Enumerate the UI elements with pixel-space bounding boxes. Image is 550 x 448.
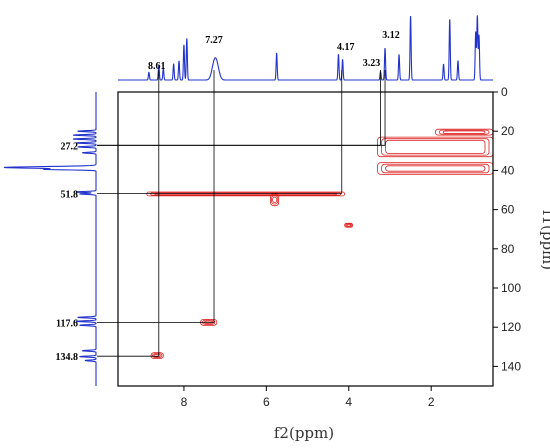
proton-projection — [118, 15, 493, 81]
y-tick-label: 120 — [501, 320, 521, 334]
plot-frame — [117, 91, 494, 387]
contour-layer — [146, 128, 494, 360]
contour-outline — [150, 352, 164, 360]
contour-outline — [146, 191, 346, 197]
contour-outline — [272, 196, 278, 203]
peak-labels: 8.61 7.27 4.17 3.23 3.12 27.2 51.8 117.6 134.8 — [56, 30, 400, 363]
carbon-projection — [3, 92, 97, 386]
carbon-peak-label: 27.2 — [61, 141, 79, 152]
carbon-peak-label: 51.8 — [61, 190, 79, 201]
x-tick-label: 2 — [428, 395, 435, 409]
x-tick-label: 4 — [345, 395, 352, 409]
contour-outline — [153, 353, 161, 358]
y-tick-label: 20 — [501, 124, 515, 138]
y-axis: 0 20 40 60 80 100 120 140 — [493, 85, 521, 373]
x-axis-title: f2(ppm) — [274, 424, 334, 442]
x-tick-label: 6 — [263, 395, 270, 409]
y-tick-label: 0 — [501, 85, 508, 99]
contour-outline — [346, 224, 352, 227]
contour-outline — [152, 353, 163, 359]
proton-peak-label: 3.23 — [363, 58, 381, 69]
carbon-peak-label: 117.6 — [56, 318, 78, 329]
contour-outline — [385, 139, 486, 154]
contour-outline — [344, 222, 354, 228]
x-axis: 8 6 4 2 — [181, 386, 435, 409]
contour-outline — [385, 165, 486, 172]
contour-outline — [381, 138, 490, 156]
y-tick-label: 60 — [501, 203, 515, 217]
y-tick-label: 100 — [501, 281, 521, 295]
proton-peak-label: 7.27 — [205, 35, 223, 46]
proton-spectrum-trace — [118, 15, 493, 81]
contour-outline — [345, 223, 353, 227]
y-tick-label: 140 — [501, 359, 521, 373]
proton-peak-label: 3.12 — [382, 30, 400, 41]
contour-outline — [438, 129, 490, 135]
carbon-peak-label: 134.8 — [56, 352, 79, 363]
contour-outline — [442, 130, 486, 134]
proton-peak-label: 4.17 — [337, 42, 355, 53]
x-tick-label: 8 — [181, 395, 188, 409]
y-tick-label: 40 — [501, 163, 515, 177]
carbon-spectrum-trace — [3, 92, 97, 386]
y-tick-label: 80 — [501, 242, 515, 256]
proton-peak-label: 8.61 — [148, 61, 166, 72]
guide-lines — [97, 70, 386, 357]
contour-outline — [381, 163, 490, 174]
contour-outline — [271, 195, 279, 205]
y-axis-title: f1(ppm) — [539, 210, 550, 270]
